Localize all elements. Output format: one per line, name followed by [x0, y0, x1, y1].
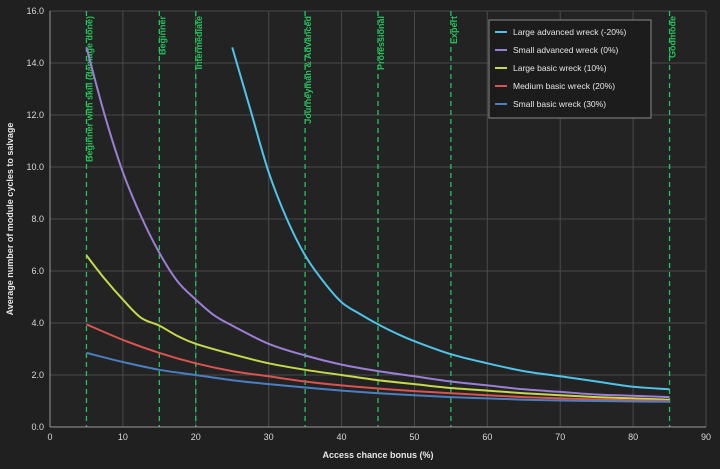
- y-tick-label: 10.0: [26, 162, 44, 172]
- skill-level-label: Journeyman & Advanced: [303, 16, 313, 124]
- x-tick-label: 0: [47, 432, 52, 442]
- x-axis-title: Access chance bonus (%): [322, 450, 433, 460]
- y-tick-label: 2.0: [31, 370, 44, 380]
- y-tick-label: 0.0: [31, 422, 44, 432]
- series-line: [85, 47, 670, 399]
- skill-level-label: Beginner with skill (damage done): [84, 16, 94, 162]
- series-lines: [85, 47, 670, 403]
- skill-level-label: Professional: [376, 16, 386, 70]
- x-tick-label: 30: [264, 432, 274, 442]
- y-tick-label: 6.0: [31, 266, 44, 276]
- skill-level-label: Expert: [449, 16, 459, 44]
- series-line: [231, 47, 670, 391]
- y-tick-label: 16.0: [26, 6, 44, 16]
- series-line: [86, 351, 670, 403]
- y-tick-label: 8.0: [31, 214, 44, 224]
- series-line: [85, 254, 670, 401]
- y-axis-title: Average number of module cycles to salva…: [5, 123, 15, 316]
- x-tick-label: 10: [118, 432, 128, 442]
- skill-level-label: Godmode: [668, 16, 678, 58]
- x-tick-label: 40: [337, 432, 347, 442]
- y-tick-label: 4.0: [31, 318, 44, 328]
- legend: Large advanced wreck (-20%) Small advance…: [488, 19, 652, 119]
- x-tick-label: 20: [191, 432, 201, 442]
- series-line: [86, 323, 670, 402]
- legend-entry: Small advanced wreck (0%): [513, 45, 619, 55]
- skill-level-label: Intermediate: [194, 16, 204, 70]
- x-tick-label: 70: [555, 432, 565, 442]
- x-tick-label: 50: [409, 432, 419, 442]
- skill-level-markers: Beginner with skill (damage done) Beginne…: [84, 11, 678, 427]
- axes: 0.0 2.0 4.0 6.0 8.0 10.0 12.0 14.0 16.0 0 10 20 30 40…: [26, 6, 711, 442]
- y-tick-label: 14.0: [26, 58, 44, 68]
- legend-entry: Large basic wreck (10%): [513, 63, 607, 73]
- legend-entry: Large advanced wreck (-20%): [513, 27, 627, 37]
- x-tick-label: 60: [482, 432, 492, 442]
- skill-level-label: Beginner: [157, 16, 167, 56]
- legend-entry: Small basic wreck (30%): [513, 99, 606, 109]
- x-tick-label: 90: [701, 432, 711, 442]
- y-tick-label: 12.0: [26, 110, 44, 120]
- x-tick-label: 80: [628, 432, 638, 442]
- legend-entry: Medium basic wreck (20%): [513, 81, 615, 91]
- legend-box: [488, 19, 652, 119]
